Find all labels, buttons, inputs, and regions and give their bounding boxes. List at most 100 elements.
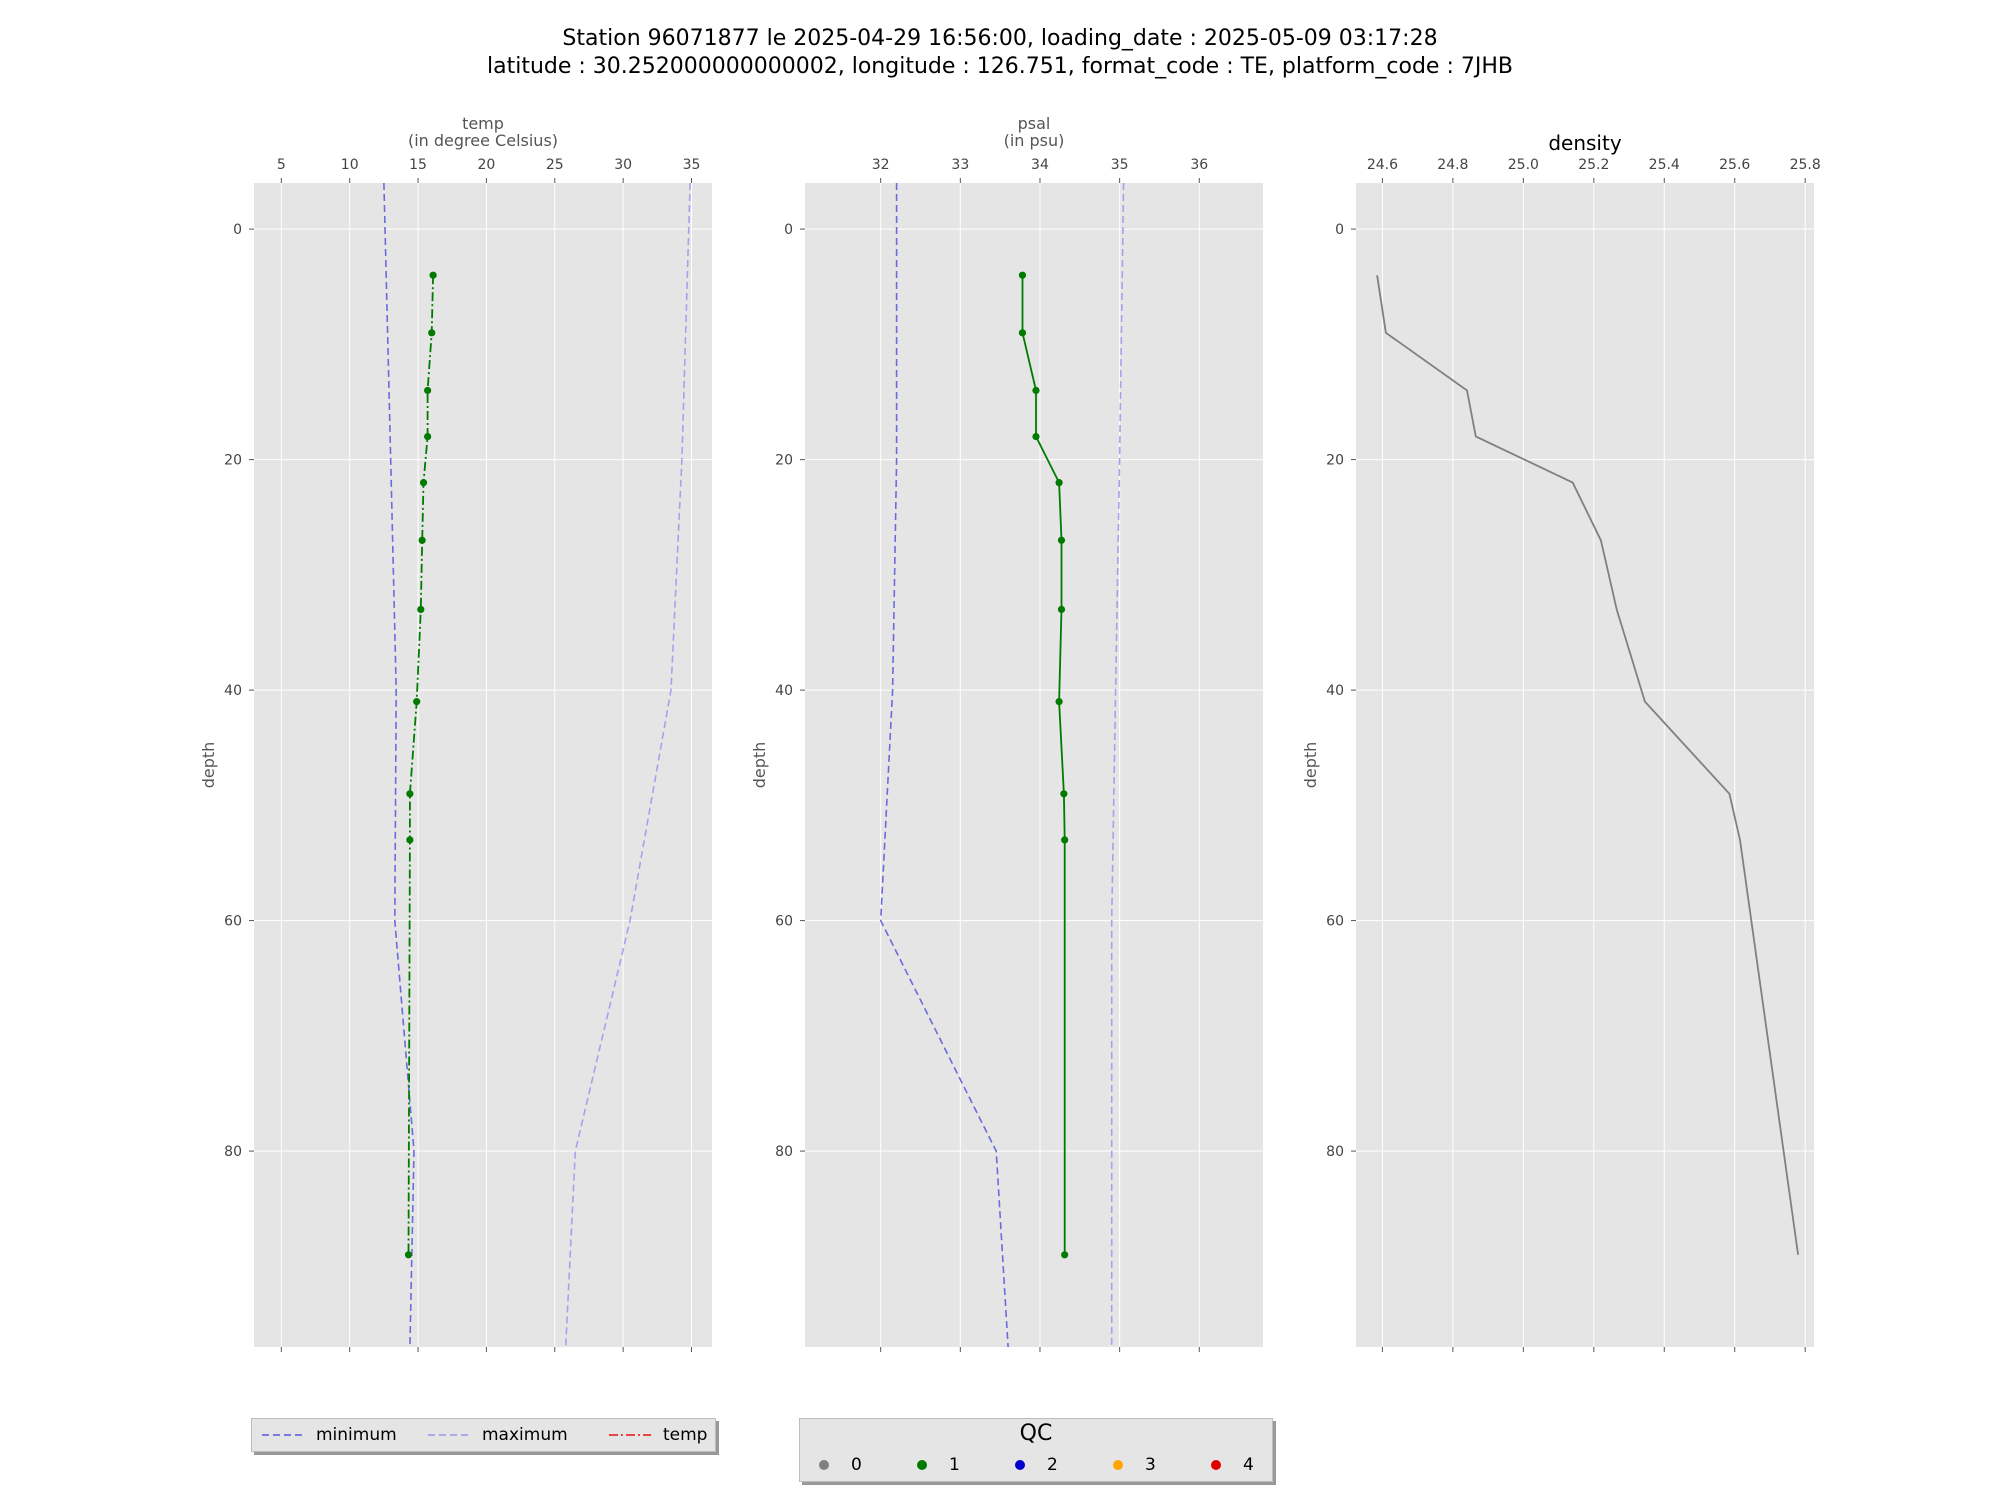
qc-dot-marker	[1015, 1460, 1025, 1470]
qc-dot-marker	[917, 1460, 927, 1470]
x-tick-label: 10	[341, 157, 359, 173]
y-tick-label: 0	[233, 222, 242, 238]
legend-item-minimum: minimum	[262, 1425, 397, 1445]
x-tick-label: 15	[409, 157, 427, 173]
data-point	[1018, 329, 1027, 337]
data-point	[419, 479, 428, 487]
legend-item-temp: temp	[609, 1425, 707, 1445]
data-point	[424, 386, 432, 395]
data-point	[404, 1251, 413, 1259]
x-tick-label: 25.0	[1508, 157, 1539, 173]
y-axis-title: depth	[1301, 742, 1320, 789]
x-tick-label: 30	[614, 157, 632, 173]
legend-swatch	[428, 1434, 470, 1436]
series-line-minimum	[383, 183, 415, 1347]
x-tick-label: 35	[683, 157, 701, 173]
y-axis-title: depth	[750, 742, 769, 789]
data-point	[1018, 271, 1027, 279]
panel-title: density	[1548, 131, 1621, 155]
x-tick-label: 32	[872, 157, 890, 173]
x-tick-label: 25.8	[1790, 157, 1821, 173]
qc-legend-item-1: 1	[917, 1455, 960, 1475]
qc-legend-label: 1	[949, 1455, 960, 1475]
data-point	[429, 271, 437, 279]
y-tick-label: 0	[1335, 222, 1344, 238]
series-line-maximum	[1110, 183, 1125, 1347]
data-point	[1057, 605, 1066, 614]
plot-background	[254, 183, 712, 1347]
x-tick-label: 25	[546, 157, 564, 173]
qc-legend-item-2: 2	[1015, 1455, 1058, 1475]
plot-background	[805, 183, 1263, 1347]
legend-swatch	[262, 1434, 304, 1436]
qc-legend-label: 4	[1243, 1455, 1254, 1475]
data-point	[428, 329, 436, 337]
y-tick-label: 40	[224, 683, 242, 699]
series-group	[1376, 275, 1799, 1255]
y-axis-title: depth	[199, 742, 218, 789]
y-tick-label: 80	[1326, 1144, 1344, 1160]
chart-title-line-1: Station 96071877 le 2025-04-29 16:56:00,…	[562, 26, 1438, 51]
data-point	[1061, 836, 1069, 844]
qc-legend: QC 0 1 2 3 4	[799, 1418, 1273, 1482]
x-tick-label: 25.6	[1719, 157, 1750, 173]
data-point	[424, 432, 432, 441]
panel-2: 32 33 34 35 36 0 20 40 60 80 psal(in psu) depth	[750, 114, 1263, 1352]
y-tick-label: 20	[224, 453, 242, 469]
qc-legend-item-0: 0	[819, 1455, 862, 1475]
series-group	[879, 183, 1125, 1347]
data-point	[406, 836, 414, 844]
y-tick-label: 60	[1326, 914, 1344, 930]
data-point	[1060, 790, 1068, 798]
y-tick-label: 40	[775, 683, 793, 699]
x-tick-label: 35	[1111, 157, 1129, 173]
y-tick-label: 0	[784, 222, 793, 238]
legend-swatch	[609, 1434, 651, 1436]
data-point	[1055, 698, 1063, 706]
y-tick-label: 20	[775, 453, 793, 469]
x-tick-label: 33	[951, 157, 969, 173]
x-tick-label: 34	[1031, 157, 1049, 173]
data-point	[418, 536, 426, 544]
data-point	[1032, 432, 1040, 441]
y-tick-label: 80	[224, 1144, 242, 1160]
legend-label: minimum	[316, 1425, 397, 1445]
y-tick-label: 40	[1326, 683, 1344, 699]
x-tick-label: 24.6	[1367, 157, 1398, 173]
data-point	[413, 698, 421, 706]
x-axis-title: (in degree Celsius)	[408, 131, 558, 150]
x-tick-label: 24.8	[1437, 157, 1468, 173]
data-point	[406, 790, 414, 798]
data-point	[1057, 536, 1066, 544]
series-group	[383, 183, 691, 1347]
qc-legend-label: 3	[1145, 1455, 1156, 1475]
data-point	[1055, 479, 1063, 487]
plot-background	[1356, 183, 1814, 1347]
legend-label: temp	[663, 1425, 708, 1445]
qc-dot-marker	[819, 1460, 829, 1470]
qc-dot-marker	[1113, 1460, 1123, 1470]
data-point	[1032, 386, 1040, 395]
series-line-density	[1376, 275, 1799, 1255]
data-point	[417, 605, 425, 614]
legend-label: maximum	[482, 1425, 568, 1445]
qc-legend-item-4: 4	[1211, 1455, 1254, 1475]
x-tick-label: 25.2	[1578, 157, 1609, 173]
qc-legend-label: 0	[851, 1455, 862, 1475]
y-tick-label: 20	[1326, 453, 1344, 469]
x-tick-label: 5	[277, 157, 286, 173]
panel-3: 24.6 24.8 25.0 25.2 25.4 25.6 25.8 0 20 40 60 80 den…	[1301, 131, 1821, 1352]
x-axis-title: temp	[462, 114, 504, 133]
data-point	[1061, 1251, 1069, 1259]
x-axis-title: psal	[1018, 114, 1051, 133]
x-tick-label: 20	[478, 157, 496, 173]
qc-legend-title: QC	[1019, 1421, 1053, 1446]
x-tick-label: 25.4	[1649, 157, 1680, 173]
series-legend: minimum maximum temp	[251, 1418, 716, 1452]
y-tick-label: 80	[775, 1144, 793, 1160]
panel-1: 5 10 15 20 25 30 35 0 20 40 60 80 temp(in degree Cel…	[199, 114, 712, 1352]
series-line-minimum	[879, 183, 1009, 1347]
x-axis-title: (in psu)	[1004, 131, 1065, 150]
series-line-temp	[407, 275, 434, 1255]
